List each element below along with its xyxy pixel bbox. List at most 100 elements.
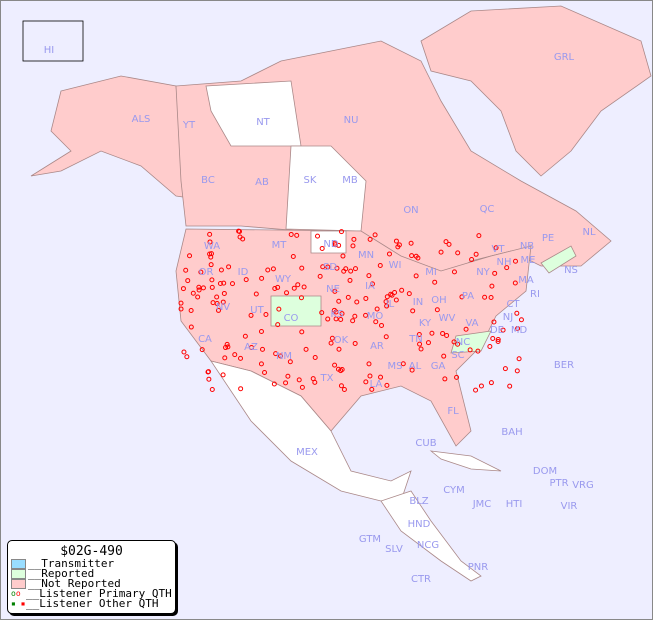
region-label-nc: NC <box>456 337 470 348</box>
listener-primary-qth-marker <box>374 306 380 312</box>
listener-primary-qth-marker <box>493 245 499 251</box>
listener-primary-qth-marker <box>238 355 244 361</box>
listener-primary-qth-marker <box>284 290 290 296</box>
region-label-qc: QC <box>480 204 495 215</box>
listener-primary-qth-marker <box>332 362 338 368</box>
listener-primary-qth-marker <box>298 295 304 301</box>
region-label-ab: AB <box>255 177 269 188</box>
listener-primary-qth-marker <box>473 387 479 393</box>
listener-primary-qth-marker <box>188 308 194 314</box>
listener-primary-qth-marker <box>209 386 215 392</box>
region-label-slv: SLV <box>385 544 403 555</box>
listener-primary-qth-marker <box>384 294 390 300</box>
region-label-ct: CT <box>506 299 520 310</box>
listener-primary-qth-marker <box>200 285 206 291</box>
listener-primary-qth-marker <box>271 381 277 387</box>
region-label-la: LA <box>370 379 383 390</box>
listener-primary-qth-marker <box>395 244 401 250</box>
region-label-mex: MEX <box>296 447 318 458</box>
listener-primary-qth-marker <box>276 306 282 312</box>
listener-primary-qth-marker <box>258 361 264 367</box>
listener-primary-qth-marker <box>178 306 184 312</box>
listener-primary-qth-marker <box>215 307 221 313</box>
listener-primary-qth-marker <box>383 299 389 305</box>
listener-primary-qth-marker <box>278 353 284 359</box>
listener-primary-qth-marker <box>221 280 227 286</box>
region-label-fl: FL <box>447 406 459 417</box>
listener-primary-qth-marker <box>312 355 318 361</box>
listener-primary-qth-marker <box>243 277 249 283</box>
region-label-wa: WA <box>204 241 220 252</box>
listener-primary-qth-marker <box>410 308 416 314</box>
listener-primary-qth-marker <box>455 250 461 256</box>
listener-primary-qth-marker <box>350 318 356 324</box>
region-label-oh: OH <box>431 295 446 306</box>
listener-primary-qth-marker <box>443 239 449 245</box>
listener-primary-qth-marker <box>319 310 325 316</box>
region-label-mi: MI <box>425 267 437 278</box>
listener-primary-qth-marker <box>178 300 184 306</box>
listener-primary-qth-marker <box>495 336 501 342</box>
listener-primary-qth-marker <box>459 294 465 300</box>
region-label-nm: NM <box>276 351 292 362</box>
listener-primary-qth-marker <box>196 284 202 290</box>
listener-primary-qth-marker <box>432 279 438 285</box>
listener-primary-qth-marker <box>338 229 344 235</box>
region-label-pa: PA <box>462 291 474 302</box>
listener-primary-qth-marker <box>238 386 244 392</box>
region-label-ok: OK <box>334 335 349 346</box>
region-label-nv: NV <box>216 302 230 313</box>
listener-primary-qth-marker <box>476 233 482 239</box>
legend-label: __Reported <box>28 567 95 580</box>
listener-primary-qth-marker <box>210 300 216 306</box>
region-label-sk: SK <box>304 175 317 186</box>
listener-primary-qth-marker <box>379 322 385 328</box>
listener-primary-qth-marker <box>226 264 232 270</box>
region-label-gtm: GTM <box>359 534 381 545</box>
listener-primary-qth-marker <box>259 275 265 281</box>
region-label-nl: NL <box>582 227 595 238</box>
listener-primary-qth-marker <box>187 253 193 259</box>
listener-primary-qth-marker <box>295 282 301 288</box>
region-label-grl: GRL <box>554 52 575 63</box>
listener-primary-qth-marker <box>504 265 510 271</box>
listener-primary-qth-marker <box>408 240 414 246</box>
listener-primary-qth-marker <box>206 376 212 382</box>
listener-primary-qth-marker <box>516 356 522 362</box>
region-label-mt: MT <box>272 240 288 251</box>
listener-primary-qth-marker <box>338 383 344 389</box>
listener-primary-qth-marker <box>188 324 194 330</box>
listener-primary-qth-marker <box>220 299 226 305</box>
region-label-tn: TN <box>408 334 423 345</box>
listener-primary-qth-marker <box>473 251 479 257</box>
listener-primary-qth-marker <box>438 249 444 255</box>
listener-primary-qth-marker <box>372 232 378 238</box>
listener-primary-qth-marker <box>249 344 255 350</box>
listener-primary-qth-marker <box>209 277 215 283</box>
listener-primary-qth-marker <box>425 340 431 346</box>
listener-primary-qth-marker <box>415 255 421 261</box>
listener-primary-qth-marker <box>332 288 338 294</box>
listener-primary-qth-marker <box>299 384 305 390</box>
listener-primary-qth-marker <box>475 348 481 354</box>
region-label-blz: BLZ <box>409 496 428 507</box>
region-label-pe: PE <box>542 233 554 244</box>
region-co <box>270 295 322 327</box>
listener-primary-qth-marker <box>384 382 390 388</box>
listener-primary-qth-marker <box>336 298 342 304</box>
reported-swatch <box>11 569 26 579</box>
listener-primary-qth-marker <box>514 368 520 374</box>
region-label-ptr: PTR <box>549 478 568 489</box>
listener-primary-qth-marker <box>275 322 281 328</box>
listener-primary-qth-marker <box>310 376 316 382</box>
region-label-mb: MB <box>342 175 358 186</box>
region-label-vt: VT <box>492 244 506 255</box>
listener-primary-qth-marker <box>265 267 271 273</box>
listener-primary-qth-marker <box>253 291 259 297</box>
region-label-ca: CA <box>198 334 212 345</box>
listener-primary-qth-marker <box>287 359 293 365</box>
listener-primary-qth-marker <box>196 287 202 293</box>
listener-primary-qth-marker <box>325 264 331 270</box>
listener-primary-qth-marker <box>354 299 360 305</box>
